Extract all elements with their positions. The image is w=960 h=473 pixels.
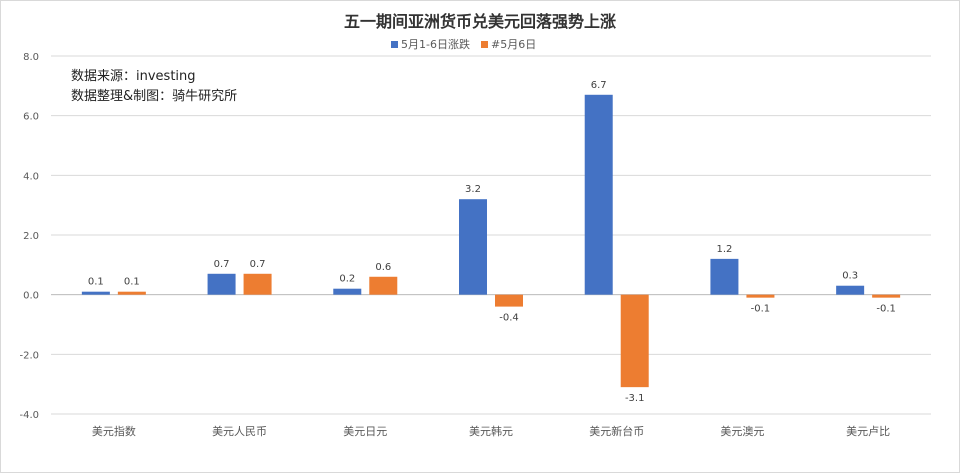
data-label: -3.1 <box>625 393 645 404</box>
bar-may-6 <box>369 276 398 295</box>
legend-swatch <box>391 41 398 48</box>
bar-may-6 <box>872 294 901 298</box>
y-tick-label: 2.0 <box>23 231 39 242</box>
data-label: -0.4 <box>499 313 519 324</box>
bars <box>81 94 901 388</box>
y-tick-label: 8.0 <box>23 52 39 63</box>
x-tick-label: 美元人民币 <box>212 425 267 438</box>
legend-label: #5月6日 <box>491 38 536 51</box>
bar-may-6 <box>620 294 649 388</box>
bar-change-5-1-to-6 <box>584 94 613 295</box>
x-tick-label: 美元韩元 <box>469 424 513 438</box>
data-label: 3.2 <box>465 184 481 195</box>
x-tick-label: 美元指数 <box>92 424 136 438</box>
y-tick-label: -4.0 <box>19 410 39 421</box>
bar-may-6 <box>495 294 523 307</box>
bar-may-6 <box>243 273 272 295</box>
legend: 5月1-6日涨跌 #5月6日 <box>391 37 536 51</box>
data-label: 0.3 <box>842 271 858 282</box>
data-label: -0.1 <box>751 304 771 315</box>
bar-change-5-1-to-6 <box>207 273 236 295</box>
data-label: 0.1 <box>88 277 104 288</box>
data-label: 6.7 <box>591 80 607 91</box>
bar-may-6 <box>746 294 775 298</box>
data-label: 0.1 <box>124 277 140 288</box>
bar-change-5-1-to-6 <box>836 285 865 295</box>
source-note: 数据来源：investing <box>71 69 196 84</box>
legend-label: 5月1-6日涨跌 <box>401 37 470 51</box>
x-tick-label: 美元新台币 <box>589 424 644 438</box>
bar-may-6 <box>117 291 146 295</box>
data-labels: 0.1 0.1 0.7 0.7 0.2 0.6 3.2 -0.4 6.7 -3.1 1.2 -0.1 0… <box>88 80 896 404</box>
gridlines <box>51 55 931 415</box>
x-axis-ticks: 美元指数 美元人民币 美元日元 美元韩元 美元新台币 美元澳元 美元卢比 <box>92 424 890 438</box>
bar-change-5-1-to-6 <box>459 199 487 295</box>
legend-swatch <box>481 41 488 48</box>
data-label: 0.6 <box>375 262 391 273</box>
y-axis-ticks: -4.0 -2.0 0.0 2.0 4.0 6.0 8.0 <box>19 52 39 421</box>
y-tick-label: -2.0 <box>19 350 39 361</box>
data-label: -0.1 <box>876 304 896 315</box>
data-label: 0.2 <box>339 274 355 285</box>
chart-title: 五一期间亚洲货币兑美元回落强势上涨 <box>344 12 616 31</box>
bar-change-5-1-to-6 <box>81 291 110 295</box>
producer-note: 数据整理&制图：骑牛研究所 <box>71 89 237 104</box>
y-tick-label: 0.0 <box>23 291 39 302</box>
x-tick-label: 美元卢比 <box>846 425 890 438</box>
y-tick-label: 4.0 <box>23 171 39 182</box>
x-tick-label: 美元澳元 <box>720 425 764 438</box>
data-label: 0.7 <box>214 259 230 270</box>
bar-change-5-1-to-6 <box>333 288 362 295</box>
data-label: 1.2 <box>716 244 732 255</box>
y-tick-label: 6.0 <box>23 112 39 123</box>
bar-change-5-1-to-6 <box>710 258 739 295</box>
x-tick-label: 美元日元 <box>343 425 387 438</box>
data-label: 0.7 <box>250 259 266 270</box>
